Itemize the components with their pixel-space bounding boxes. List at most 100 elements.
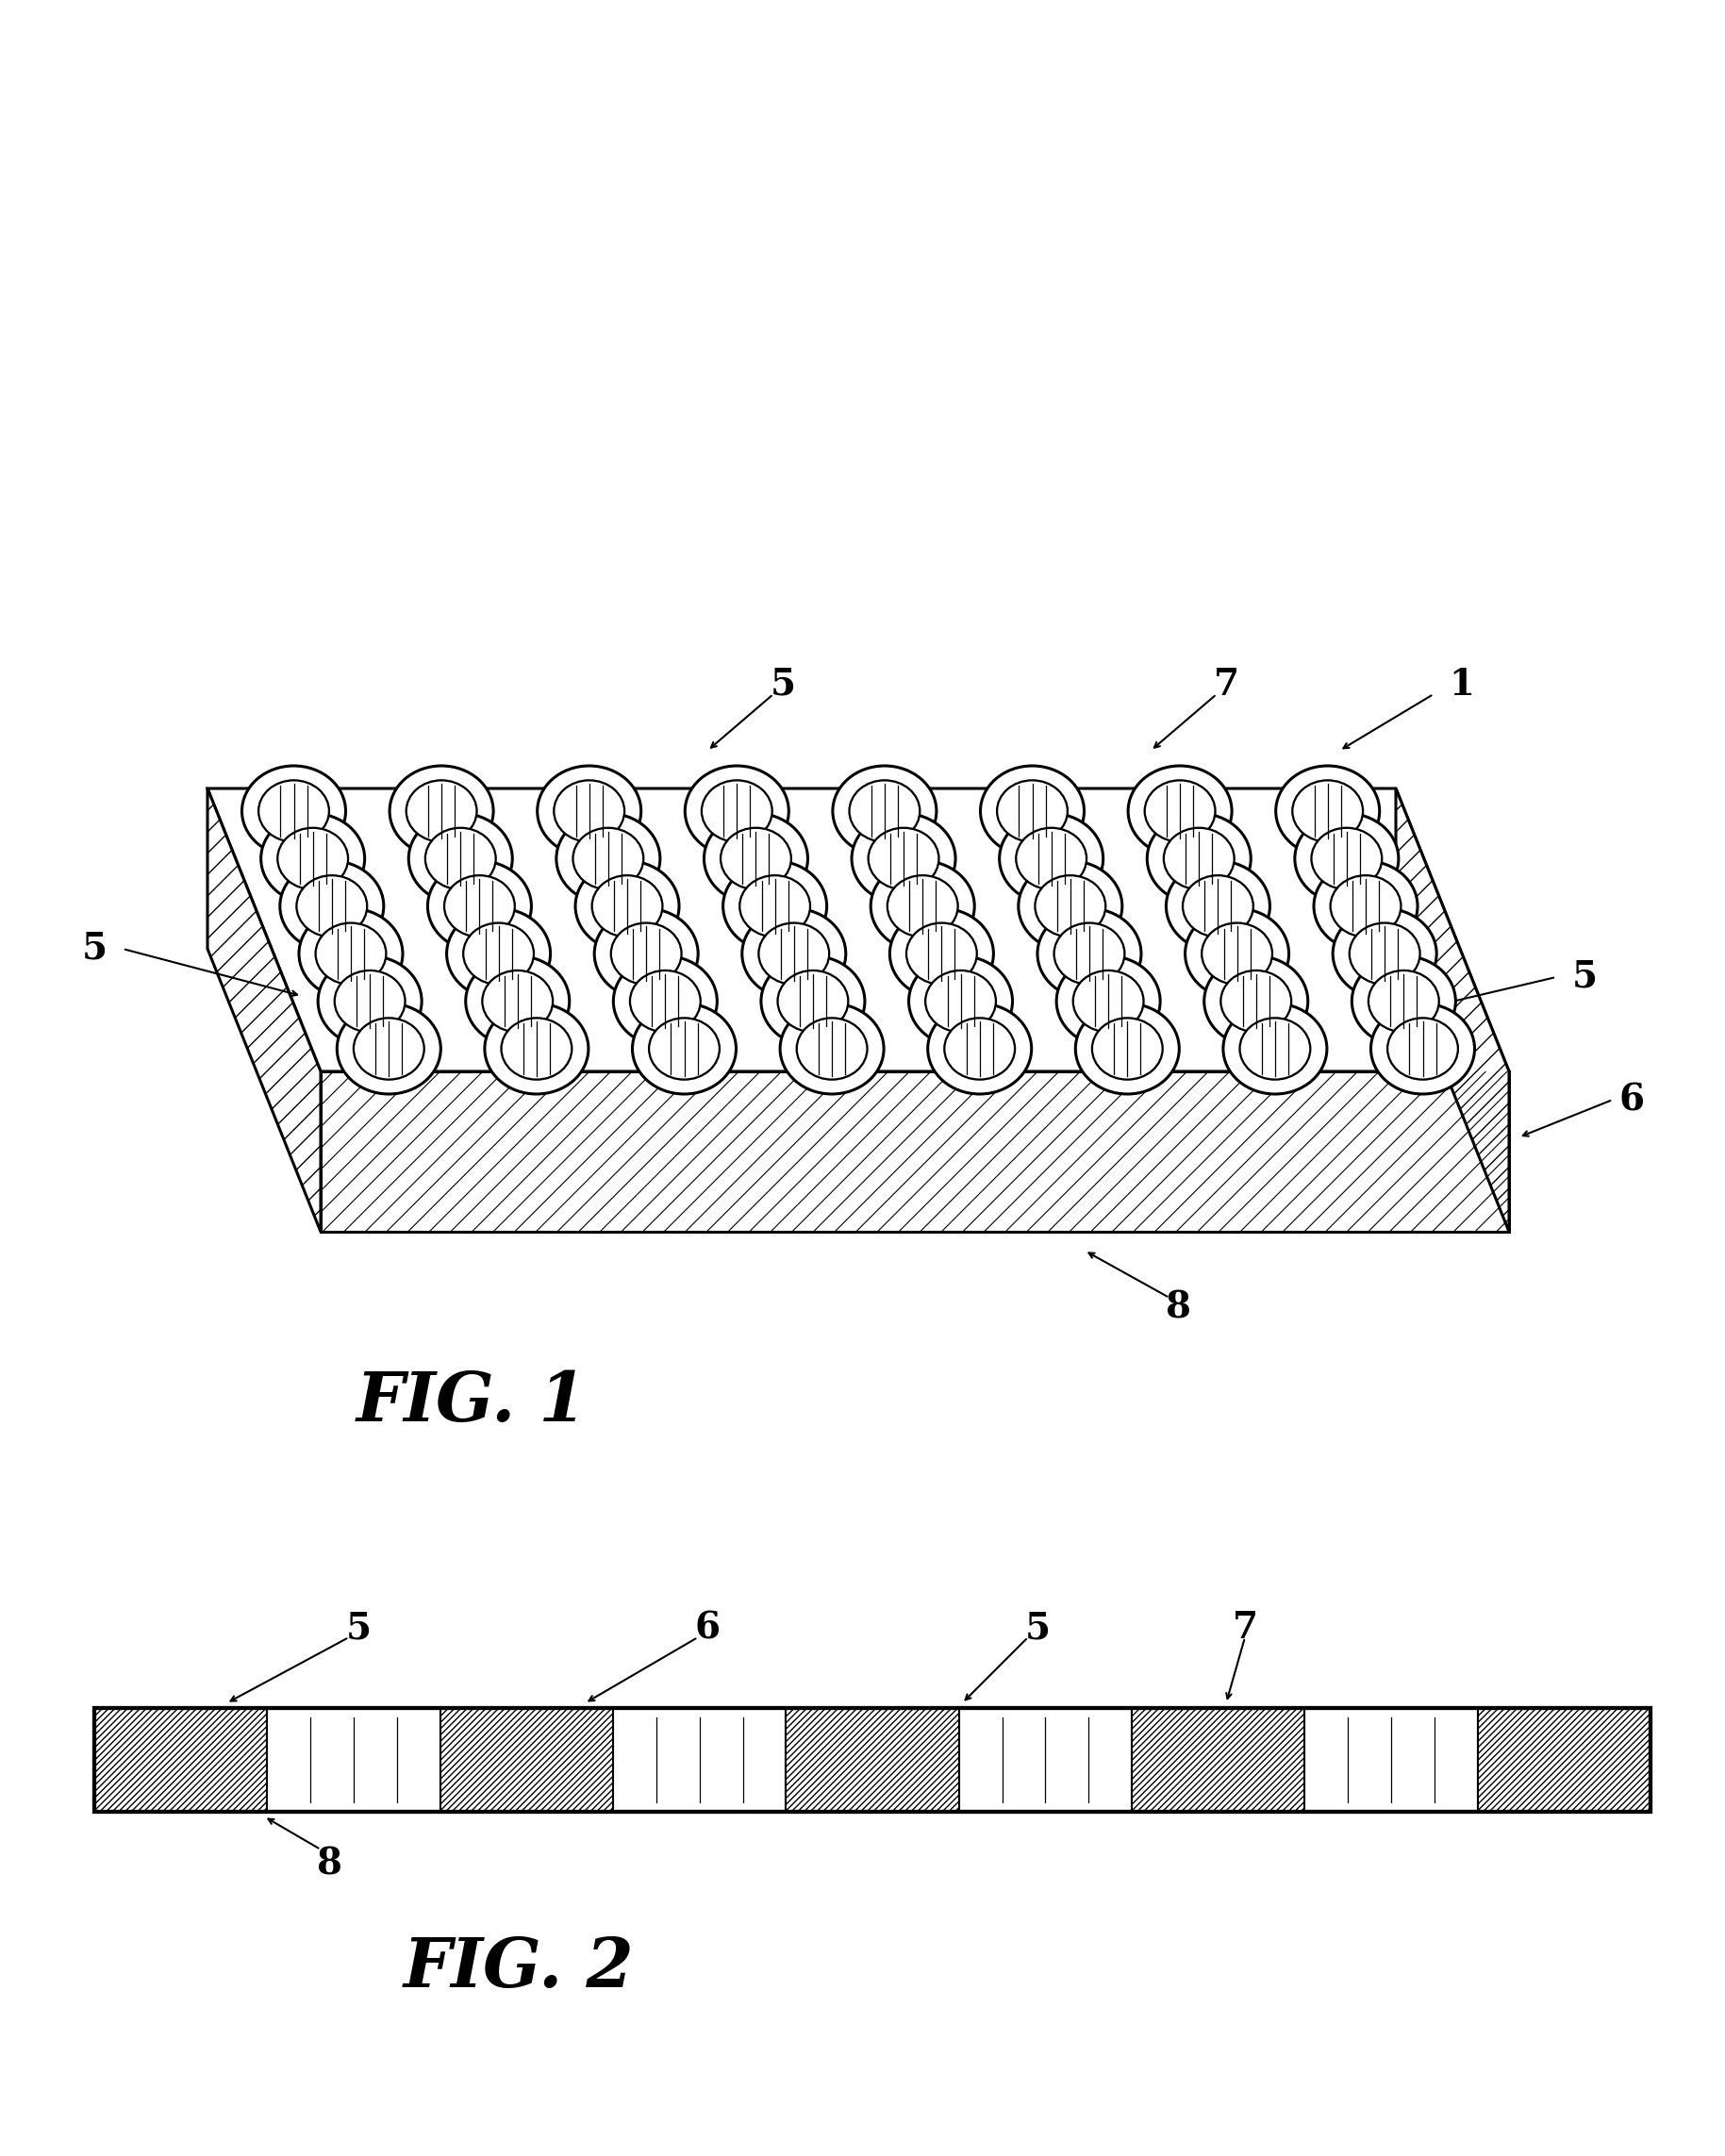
Ellipse shape [298,908,402,998]
Ellipse shape [336,1003,440,1093]
Ellipse shape [980,765,1083,856]
Ellipse shape [335,970,405,1033]
Ellipse shape [1333,908,1437,998]
Ellipse shape [906,923,976,985]
Text: 5: 5 [345,1611,371,1645]
Ellipse shape [1037,908,1142,998]
Ellipse shape [759,923,830,985]
Ellipse shape [409,813,512,903]
Ellipse shape [502,1018,571,1080]
Bar [1304,1708,1478,1811]
Polygon shape [321,1072,1509,1231]
Text: 6: 6 [695,1611,719,1645]
Ellipse shape [259,780,329,841]
Ellipse shape [426,828,495,890]
Ellipse shape [1018,860,1123,951]
Ellipse shape [354,1018,424,1080]
Bar [959,1708,1132,1811]
Ellipse shape [633,1003,737,1093]
Ellipse shape [1016,828,1087,890]
Text: 5: 5 [1571,959,1597,996]
Ellipse shape [279,860,383,951]
Ellipse shape [1276,765,1380,856]
Ellipse shape [317,955,421,1046]
Ellipse shape [1164,828,1235,890]
Ellipse shape [1221,970,1292,1033]
Ellipse shape [1311,828,1382,890]
Ellipse shape [557,813,661,903]
Ellipse shape [1292,780,1363,841]
Ellipse shape [554,780,624,841]
Ellipse shape [704,813,807,903]
Ellipse shape [1054,923,1125,985]
Ellipse shape [1368,970,1439,1033]
Ellipse shape [849,780,919,841]
Ellipse shape [405,780,476,841]
Ellipse shape [868,828,938,890]
Ellipse shape [466,955,569,1046]
Ellipse shape [944,1018,1014,1080]
Ellipse shape [1295,813,1399,903]
Ellipse shape [833,765,937,856]
Ellipse shape [630,970,700,1033]
Ellipse shape [1147,813,1251,903]
Text: FIG. 2: FIG. 2 [404,1934,635,2001]
Ellipse shape [909,955,1013,1046]
Ellipse shape [740,875,811,938]
Text: 5: 5 [769,666,795,703]
Ellipse shape [721,828,792,890]
Ellipse shape [390,765,493,856]
Ellipse shape [723,860,826,951]
Ellipse shape [576,860,680,951]
Ellipse shape [1371,1003,1475,1093]
Ellipse shape [1349,923,1420,985]
Ellipse shape [536,765,642,856]
Ellipse shape [464,923,533,985]
Ellipse shape [1387,1018,1458,1080]
Text: 7: 7 [1213,666,1239,703]
Ellipse shape [999,813,1104,903]
Bar [95,1708,267,1811]
Ellipse shape [1330,875,1401,938]
Ellipse shape [997,780,1068,841]
Ellipse shape [685,765,788,856]
Ellipse shape [1166,860,1270,951]
Ellipse shape [928,1003,1032,1093]
Ellipse shape [260,813,364,903]
Ellipse shape [761,955,864,1046]
Ellipse shape [297,875,367,938]
Ellipse shape [742,908,845,998]
Ellipse shape [890,908,994,998]
Polygon shape [207,789,1509,1072]
Ellipse shape [485,1003,588,1093]
Ellipse shape [1202,923,1273,985]
Text: FIG. 1: FIG. 1 [355,1369,587,1436]
Ellipse shape [1185,908,1289,998]
Ellipse shape [1056,955,1161,1046]
Ellipse shape [428,860,531,951]
Ellipse shape [611,923,681,985]
Polygon shape [207,789,321,1231]
Ellipse shape [1240,1018,1311,1080]
Ellipse shape [778,970,849,1033]
Ellipse shape [573,828,643,890]
Text: 8: 8 [1166,1289,1192,1326]
Bar [787,1708,959,1811]
Ellipse shape [702,780,773,841]
Ellipse shape [483,970,552,1033]
Polygon shape [1396,789,1509,1231]
Ellipse shape [1204,955,1308,1046]
Bar [440,1708,612,1811]
Ellipse shape [871,860,975,951]
Text: 1: 1 [1449,666,1475,703]
Ellipse shape [595,908,699,998]
Bar [612,1708,787,1811]
Ellipse shape [316,923,386,985]
Ellipse shape [1075,1003,1180,1093]
Ellipse shape [278,828,348,890]
Ellipse shape [1314,860,1418,951]
Text: 5: 5 [1025,1611,1051,1645]
Ellipse shape [242,765,345,856]
Bar [267,1708,440,1811]
Ellipse shape [614,955,718,1046]
